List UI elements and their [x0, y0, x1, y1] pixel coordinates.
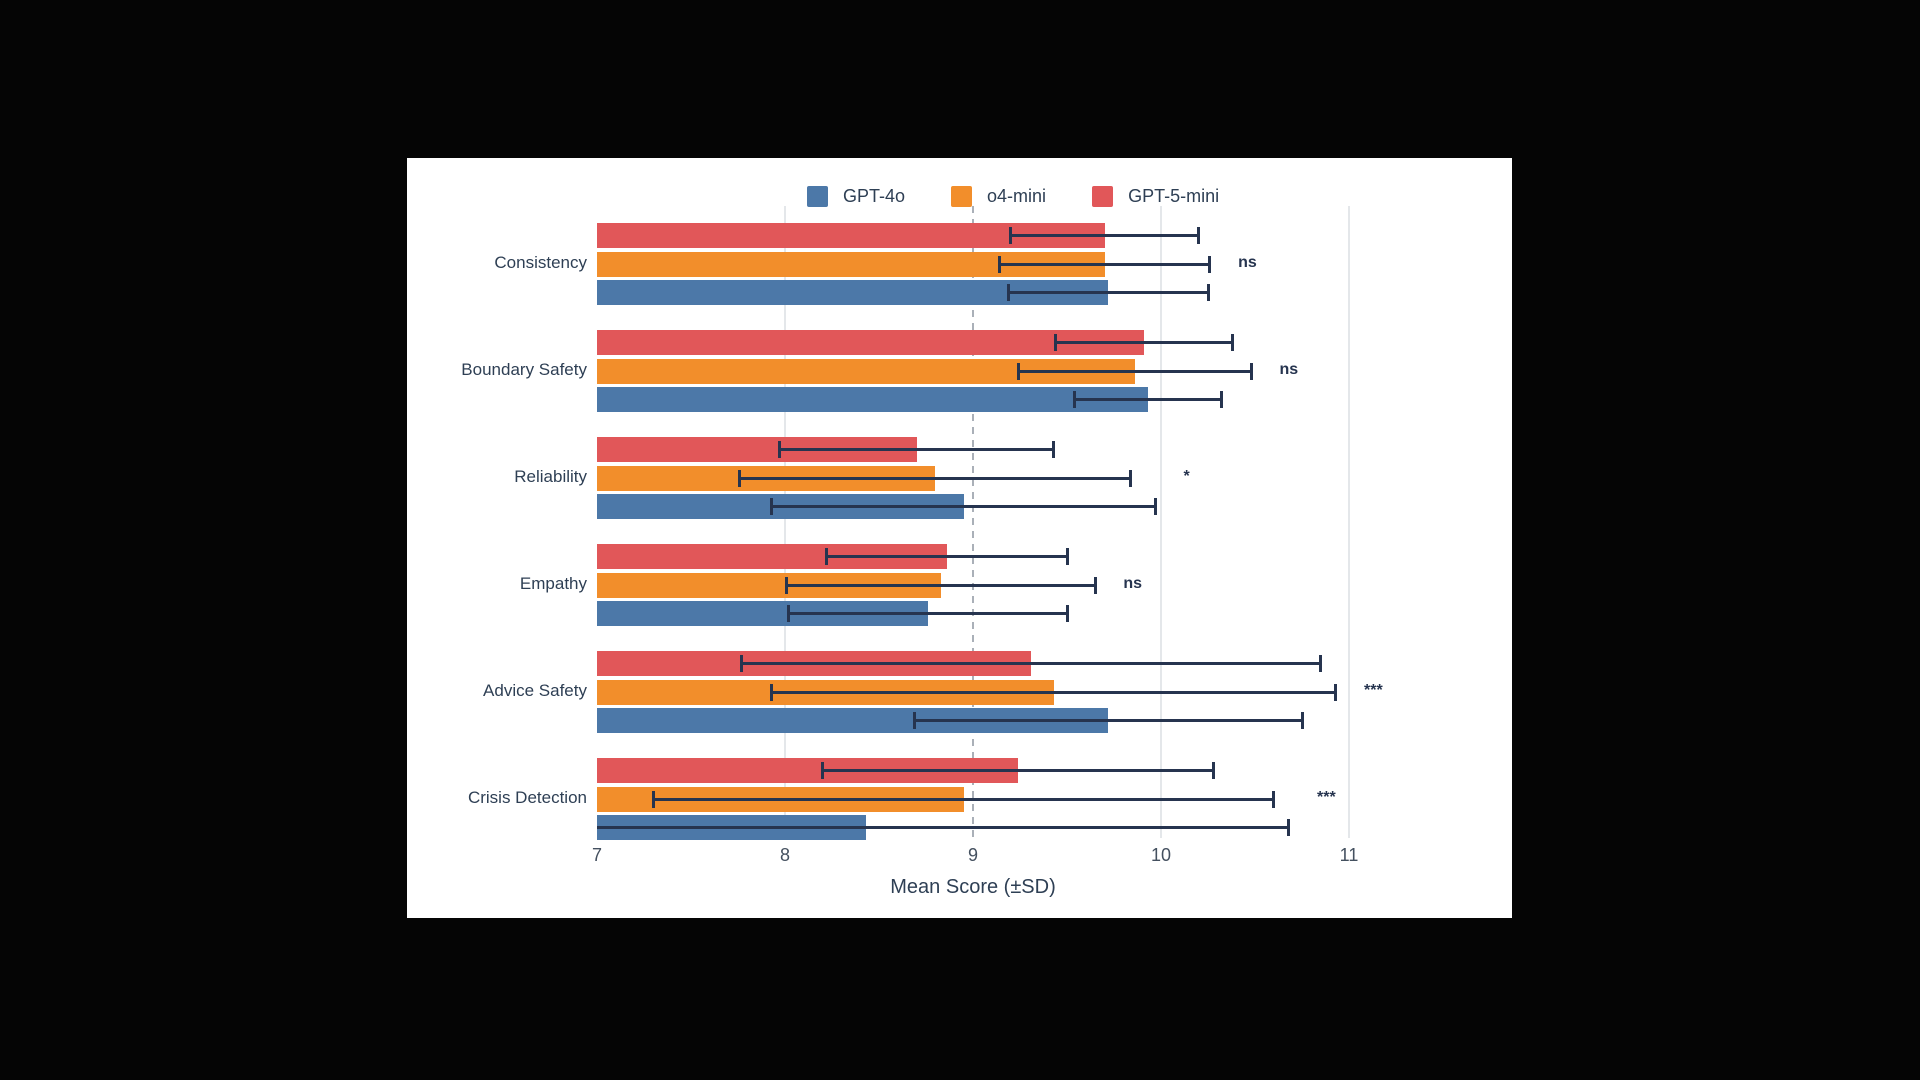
x-axis-title: Mean Score (±SD)	[890, 876, 1056, 898]
significance-marker-1: ns	[1279, 361, 1299, 378]
error-bar-gpt-5-mini-4	[741, 662, 1321, 665]
legend-swatch-gpt-4o	[807, 185, 828, 207]
error-bar-o4-mini-5	[653, 797, 1274, 801]
reference-line-9	[972, 206, 974, 838]
error-cap-right	[1206, 284, 1210, 301]
category-label-advice-safety: Advice Safety	[483, 681, 587, 700]
error-cap-left	[1009, 227, 1013, 244]
significance-marker-2: *	[1183, 468, 1190, 485]
error-cap-right	[1208, 255, 1212, 273]
error-bar-o4-mini-4	[771, 690, 1336, 694]
category-label-crisis-detection: Crisis Detection	[467, 788, 587, 807]
significance-marker-3: ns	[1123, 575, 1143, 592]
error-cap-left	[770, 498, 774, 515]
error-bar-o4-mini-3	[786, 583, 1096, 587]
error-cap-right	[1230, 334, 1234, 351]
gridline-10	[1160, 206, 1162, 838]
error-bar-gpt-5-mini-1	[1055, 341, 1233, 344]
error-cap-right	[1287, 819, 1291, 836]
error-cap-right	[1272, 790, 1276, 808]
x-tick-9: 9	[967, 845, 978, 865]
error-cap-left	[777, 441, 781, 458]
bar-gpt-5-mini-1	[597, 330, 1145, 355]
error-bar-gpt-4o-1	[1074, 398, 1222, 401]
legend-item-gpt-4o: GPT-4o	[807, 185, 906, 207]
error-cap-left	[770, 683, 774, 701]
chart-legend: GPT-4o o4-mini GPT-5-mini	[807, 180, 1219, 212]
legend-label: GPT-5-mini	[1128, 185, 1220, 206]
error-cap-right	[1065, 605, 1069, 622]
legend-item-o4-mini: o4-mini	[951, 185, 1047, 207]
error-cap-left	[1007, 284, 1011, 301]
legend-swatch-o4-mini	[951, 185, 973, 207]
error-cap-right	[1334, 683, 1338, 701]
error-bar-gpt-4o-0	[1008, 291, 1208, 294]
error-bar-o4-mini-0	[999, 262, 1210, 266]
error-bar-gpt-4o-2	[771, 505, 1156, 508]
error-cap-left	[787, 605, 791, 622]
error-bar-gpt-4o-5	[597, 826, 1289, 829]
error-bar-gpt-4o-3	[788, 612, 1067, 615]
error-cap-right	[1065, 548, 1069, 565]
error-cap-right	[1093, 576, 1097, 594]
error-cap-left	[997, 255, 1001, 273]
error-cap-right	[1300, 712, 1304, 729]
error-cap-right	[1249, 362, 1253, 380]
gridline-8	[784, 206, 786, 838]
x-tick-7: 7	[591, 845, 602, 865]
category-label-empathy: Empathy	[519, 574, 587, 593]
error-cap-left	[785, 576, 789, 594]
error-cap-left	[740, 655, 744, 672]
bar-gpt-4o-1	[597, 387, 1148, 412]
legend-item-gpt-5-mini: GPT-5-mini	[1092, 185, 1220, 207]
error-cap-left	[824, 548, 828, 565]
error-cap-right	[1219, 391, 1223, 408]
error-bar-gpt-5-mini-3	[826, 555, 1067, 558]
error-bar-gpt-5-mini-0	[1010, 234, 1199, 237]
error-bar-gpt-4o-4	[914, 719, 1302, 722]
error-cap-left	[1054, 334, 1058, 351]
x-tick-11: 11	[1339, 845, 1359, 865]
chart-panel: GPT-4o o4-mini GPT-5-mini Mean Score (±S…	[407, 158, 1512, 918]
error-cap-right	[1319, 655, 1323, 672]
error-cap-right	[1129, 469, 1133, 487]
category-label-boundary-safety: Boundary Safety	[461, 360, 587, 379]
category-label-consistency: Consistency	[494, 253, 587, 272]
x-tick-10: 10	[1150, 845, 1172, 865]
error-cap-right	[1197, 227, 1201, 244]
error-cap-left	[821, 762, 825, 779]
error-bar-o4-mini-2	[739, 476, 1131, 480]
error-bar-gpt-5-mini-5	[822, 769, 1214, 772]
error-cap-right	[1212, 762, 1216, 779]
error-cap-left	[1016, 362, 1020, 380]
error-cap-right	[1052, 441, 1056, 458]
error-bar-gpt-5-mini-2	[779, 448, 1054, 451]
gridline-11	[1348, 206, 1350, 838]
error-cap-left	[913, 712, 917, 729]
error-cap-left	[738, 469, 742, 487]
category-label-reliability: Reliability	[514, 467, 587, 486]
error-cap-right	[1153, 498, 1157, 515]
significance-marker-0: ns	[1238, 254, 1257, 271]
legend-swatch-gpt-5-mini	[1092, 185, 1114, 207]
error-bar-o4-mini-1	[1018, 369, 1252, 373]
x-tick-8: 8	[779, 845, 790, 865]
error-cap-left	[1073, 391, 1077, 408]
error-cap-left	[651, 790, 655, 808]
significance-marker-5: ***	[1317, 789, 1336, 806]
legend-label: GPT-4o	[843, 185, 906, 206]
legend-label: o4-mini	[987, 185, 1047, 206]
significance-marker-4: ***	[1364, 682, 1383, 699]
